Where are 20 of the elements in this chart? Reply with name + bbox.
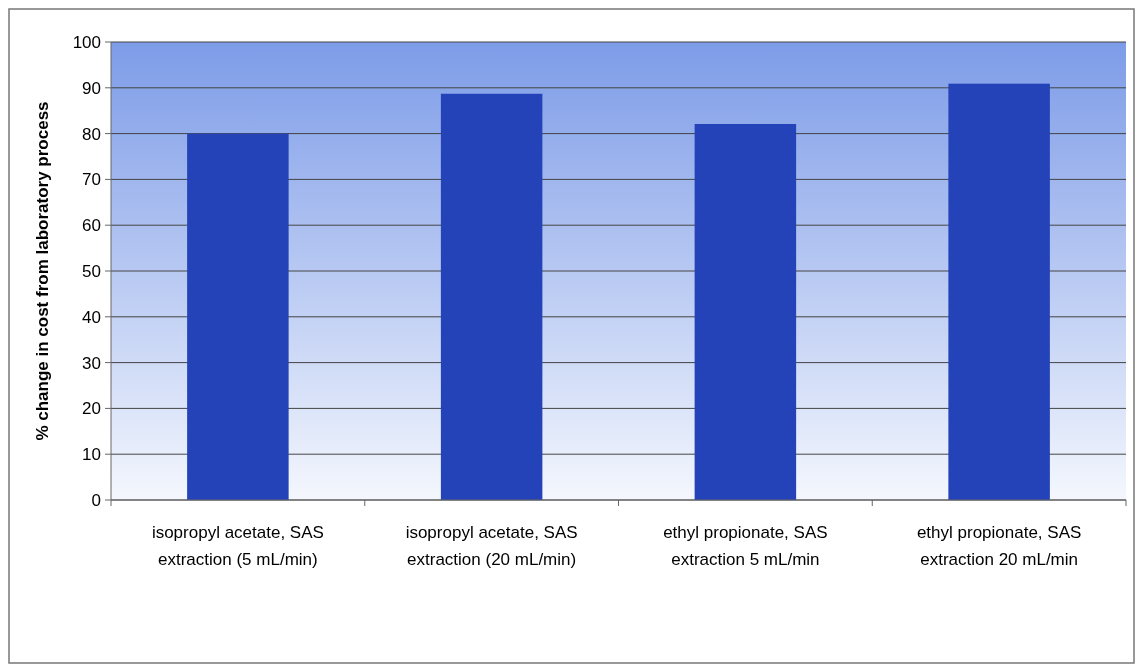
x-tick-label: ethyl propionate, SAS extraction 5 mL/min <box>663 523 828 569</box>
y-tick-label: 90 <box>82 78 101 98</box>
y-tick-label: 60 <box>82 216 101 236</box>
x-tick-label: ethyl propionate, SAS extraction 20 mL/min <box>916 523 1082 569</box>
y-tick-label: 100 <box>72 32 101 52</box>
y-tick-label: 20 <box>82 399 101 419</box>
x-tick-label: isopropyl acetate, SAS extraction (5 mL/min) <box>151 523 324 569</box>
y-tick-label: 10 <box>82 445 101 465</box>
y-tick-label: 50 <box>82 261 101 281</box>
y-tick-label: 70 <box>82 170 101 190</box>
y-tick-label: 40 <box>82 307 101 327</box>
bar <box>694 123 797 500</box>
y-tick-label: 0 <box>91 490 101 510</box>
bar <box>440 93 543 500</box>
y-axis-title: % change in cost from laboratory process <box>33 101 52 441</box>
bar <box>187 133 289 500</box>
y-tick-label: 30 <box>82 353 101 373</box>
bar <box>948 83 1050 500</box>
y-tick-label: 80 <box>82 124 101 144</box>
x-tick-label: isopropyl acetate, SAS extraction (20 mL/min) <box>405 523 578 569</box>
